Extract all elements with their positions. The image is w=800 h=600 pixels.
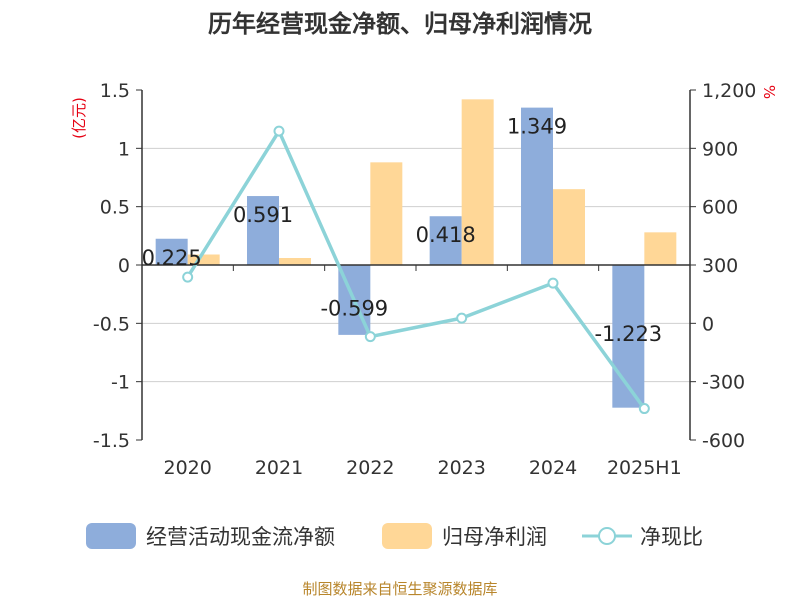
legend-swatch-net-profit bbox=[382, 523, 432, 549]
left-tick-label: -1.5 bbox=[93, 430, 130, 452]
legend-swatch-ratio-marker bbox=[598, 527, 616, 545]
axes: 1.5 1 0.5 0 -0.5 -1 -1.5 1,200 900 600 300 0 -300 -60… bbox=[93, 80, 756, 479]
cash-flow-data-label: 0.225 bbox=[142, 246, 202, 270]
legend-label-ratio: 净现比 bbox=[640, 525, 703, 549]
cash-flow-data-label: 1.349 bbox=[507, 115, 567, 139]
chart-title: 历年经营现金净额、归母净利润情况 bbox=[208, 10, 592, 38]
right-tick-label: 900 bbox=[702, 138, 738, 160]
right-tick-label: 1,200 bbox=[702, 80, 756, 102]
ratio-point bbox=[456, 312, 468, 324]
net-profit-bar bbox=[553, 189, 585, 265]
x-tick-label: 2023 bbox=[437, 457, 485, 479]
x-tick-label: 2020 bbox=[163, 457, 211, 479]
net-profit-bar bbox=[187, 254, 220, 265]
left-tick-label: 0.5 bbox=[100, 197, 130, 219]
ratio-point bbox=[182, 271, 194, 283]
left-tick-label: -1 bbox=[111, 372, 130, 394]
ratio-point bbox=[273, 125, 285, 137]
right-tick-label: 0 bbox=[702, 313, 714, 335]
cash-flow-data-label: -1.223 bbox=[594, 322, 662, 346]
legend-label-net-profit: 归母净利润 bbox=[442, 525, 547, 549]
x-tick-label: 2022 bbox=[346, 457, 394, 479]
left-tick-label: 1 bbox=[118, 138, 130, 160]
x-tick-label: 2021 bbox=[255, 457, 303, 479]
data-labels: 0.225 0.591 -0.599 0.418 1.349 -1.223 bbox=[142, 115, 663, 346]
right-tick-label: 600 bbox=[702, 197, 738, 219]
legend-label-cash-flow: 经营活动现金流净额 bbox=[146, 525, 335, 549]
cash-flow-data-label: 0.591 bbox=[233, 203, 293, 227]
bars bbox=[155, 99, 677, 408]
source-note: 制图数据来自恒生聚源数据库 bbox=[302, 580, 497, 598]
left-tick-label: 0 bbox=[118, 255, 130, 277]
cash-flow-data-label: 0.418 bbox=[416, 223, 476, 247]
left-tick-label: 1.5 bbox=[100, 80, 130, 102]
right-tick-label: -600 bbox=[702, 430, 745, 452]
net-profit-bar bbox=[461, 99, 494, 265]
ratio-line bbox=[182, 125, 650, 415]
legend-swatch-cash-flow bbox=[86, 523, 136, 549]
legend: 经营活动现金流净额 归母净利润 净现比 bbox=[86, 523, 703, 549]
ratio-point bbox=[638, 403, 650, 415]
x-tick-label: 2024 bbox=[529, 457, 577, 479]
cash-flow-bar bbox=[247, 196, 279, 265]
net-profit-bar bbox=[279, 258, 311, 265]
cash-flow-bar bbox=[521, 107, 553, 265]
net-profit-bar bbox=[644, 232, 677, 265]
net-profit-bar bbox=[370, 162, 403, 265]
ratio-line-path bbox=[186, 129, 646, 410]
cash-flow-bar bbox=[155, 238, 188, 265]
left-tick-label: -0.5 bbox=[93, 313, 130, 335]
ratio-point bbox=[547, 277, 559, 289]
cash-flow-bar bbox=[429, 216, 462, 265]
ratio-point bbox=[364, 331, 376, 343]
x-tick-label: 2025H1 bbox=[607, 457, 682, 479]
right-tick-label: 300 bbox=[702, 255, 738, 277]
right-axis-unit: % bbox=[760, 85, 778, 99]
right-tick-label: -300 bbox=[702, 372, 745, 394]
cash-flow-data-label: -0.599 bbox=[320, 296, 388, 320]
left-axis-unit: (亿元) bbox=[70, 97, 88, 139]
